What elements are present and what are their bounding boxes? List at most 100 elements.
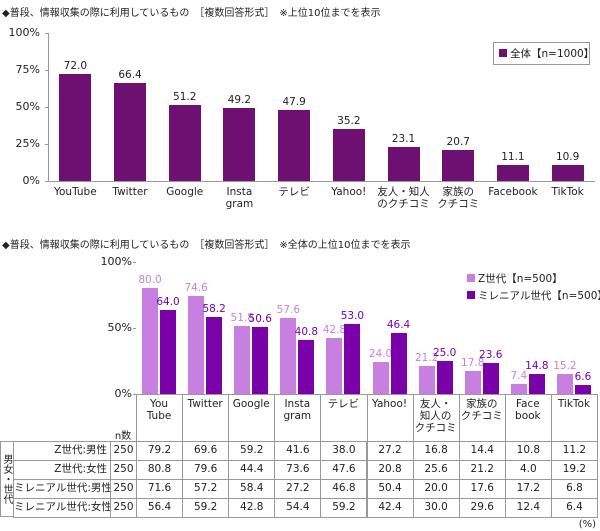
- table-cell: 79.6: [182, 460, 230, 480]
- bar: [372, 362, 389, 394]
- chart-title: ◆普段、情報収集の際に利用しているもの ［複数回答形式］ ※全体の上位10位まで…: [2, 240, 411, 251]
- legend-swatch: [499, 49, 507, 57]
- table-cell: 16.8: [412, 441, 460, 461]
- table-cell: 21.2: [458, 460, 506, 480]
- bar: [528, 374, 545, 394]
- table-cell: 71.6: [136, 479, 184, 499]
- x-tick-label: Twitter: [112, 186, 148, 198]
- table-cell: 54.4: [274, 498, 322, 518]
- value-label: 40.8: [294, 326, 319, 339]
- bar: [556, 373, 573, 394]
- y-axis: [48, 33, 49, 181]
- y-tick: [45, 107, 48, 108]
- row-label: ミレニアル世代:女性: [13, 498, 112, 518]
- chart-title: ◆普段、情報収集の際に利用しているもの ［複数回答形式］ ※上位10位までを表示: [2, 8, 381, 19]
- bar: [280, 317, 297, 394]
- column-divider: [366, 394, 368, 441]
- x-tick-label: YouTube: [53, 186, 97, 198]
- x-tick-label: 家族の クチコミ: [460, 398, 503, 422]
- column-divider: [136, 394, 137, 441]
- value-label: 50.6: [248, 313, 272, 326]
- legend-swatch: [467, 291, 475, 299]
- value-label: 57.6: [276, 303, 301, 316]
- table-cell: 47.6: [320, 460, 368, 480]
- y-tick-label: 75%: [15, 63, 40, 76]
- table-cell: 58.4: [228, 479, 276, 499]
- value-label: 64.0: [156, 295, 180, 308]
- table-cell: 25.6: [412, 460, 460, 480]
- table-cell: 19.2: [550, 460, 598, 480]
- row-n: 250: [110, 479, 137, 499]
- bar: [551, 164, 584, 181]
- x-tick-label: Google: [232, 398, 270, 410]
- row-label: Z世代:女性: [13, 460, 111, 480]
- bar: [278, 110, 311, 181]
- legend-label: 全体【n=1000】: [510, 48, 595, 60]
- legend: Z世代【n=500】 ミレニアル世代【n=500】: [462, 268, 600, 308]
- bar: [188, 295, 205, 394]
- legend-label: ミレニアル世代【n=500】: [478, 290, 600, 302]
- table-cell: 50.4: [366, 479, 414, 499]
- row-label: ミレニアル世代:男性: [13, 479, 112, 499]
- x-tick-label: 友人・知人 のクチコミ: [377, 186, 430, 210]
- x-axis: [48, 181, 595, 182]
- y-tick: [133, 394, 136, 395]
- x-tick-label: Facebook: [488, 186, 538, 198]
- y-tick: [45, 181, 48, 182]
- table-cell: 20.0: [412, 479, 460, 499]
- y-tick-label: 50%: [15, 100, 40, 113]
- y-tick-label: 0%: [114, 387, 132, 400]
- bar: [298, 340, 315, 394]
- y-tick-label: 25%: [15, 137, 40, 150]
- value-label: 10.9: [555, 150, 580, 163]
- table-cell: 57.2: [182, 479, 230, 499]
- y-tick-label: 0%: [22, 174, 40, 187]
- value-label: 14.8: [525, 360, 549, 373]
- y-tick: [45, 70, 48, 71]
- table-cell: 10.8: [504, 441, 552, 461]
- column-divider: [228, 394, 230, 441]
- value-label: 23.6: [479, 348, 503, 361]
- value-label: 15.2: [553, 359, 577, 372]
- table-cell: 6.4: [550, 498, 598, 518]
- x-tick-label: テレビ: [327, 398, 360, 410]
- table-cell: 27.2: [366, 441, 414, 461]
- row-n: 250: [110, 498, 137, 518]
- table-cell: 59.2: [228, 441, 276, 461]
- y-tick: [45, 144, 48, 145]
- table-cell: 11.2: [550, 441, 598, 461]
- bar: [326, 337, 343, 394]
- value-label: 46.4: [386, 318, 411, 331]
- x-tick-label: Face book: [515, 398, 541, 422]
- value-label: 11.1: [501, 150, 525, 163]
- bar: [344, 324, 361, 394]
- table-cell: 12.4: [504, 498, 552, 518]
- table-cell: 44.4: [228, 460, 276, 480]
- value-label: 25.0: [432, 347, 457, 359]
- table-cell: 42.8: [228, 498, 276, 518]
- column-divider: [274, 394, 276, 441]
- bar: [387, 146, 420, 181]
- y-tick: [45, 33, 48, 34]
- x-tick-label: 家族の クチコミ: [437, 186, 480, 210]
- bar: [390, 332, 407, 394]
- value-label: 7.4: [510, 370, 528, 383]
- value-label: 80.0: [138, 274, 162, 287]
- legend: 全体【n=1000】: [493, 42, 594, 65]
- column-divider: [550, 394, 552, 441]
- x-tick-label: Yahoo!: [331, 186, 367, 198]
- column-divider: [458, 394, 460, 441]
- table-cell: 79.2: [136, 441, 184, 461]
- bar: [234, 325, 251, 394]
- bar: [142, 288, 159, 394]
- table-cell: 20.8: [366, 460, 414, 480]
- bar: [223, 108, 256, 181]
- table-cell: 27.2: [274, 479, 322, 499]
- bar: [510, 384, 527, 394]
- x-tick-label: Yahoo!: [371, 398, 408, 410]
- table-cell: 46.8: [320, 479, 368, 499]
- value-label: 72.0: [63, 60, 88, 73]
- value-label: 49.2: [227, 94, 252, 107]
- column-divider: [320, 394, 322, 441]
- value-label: 21.2: [414, 352, 439, 365]
